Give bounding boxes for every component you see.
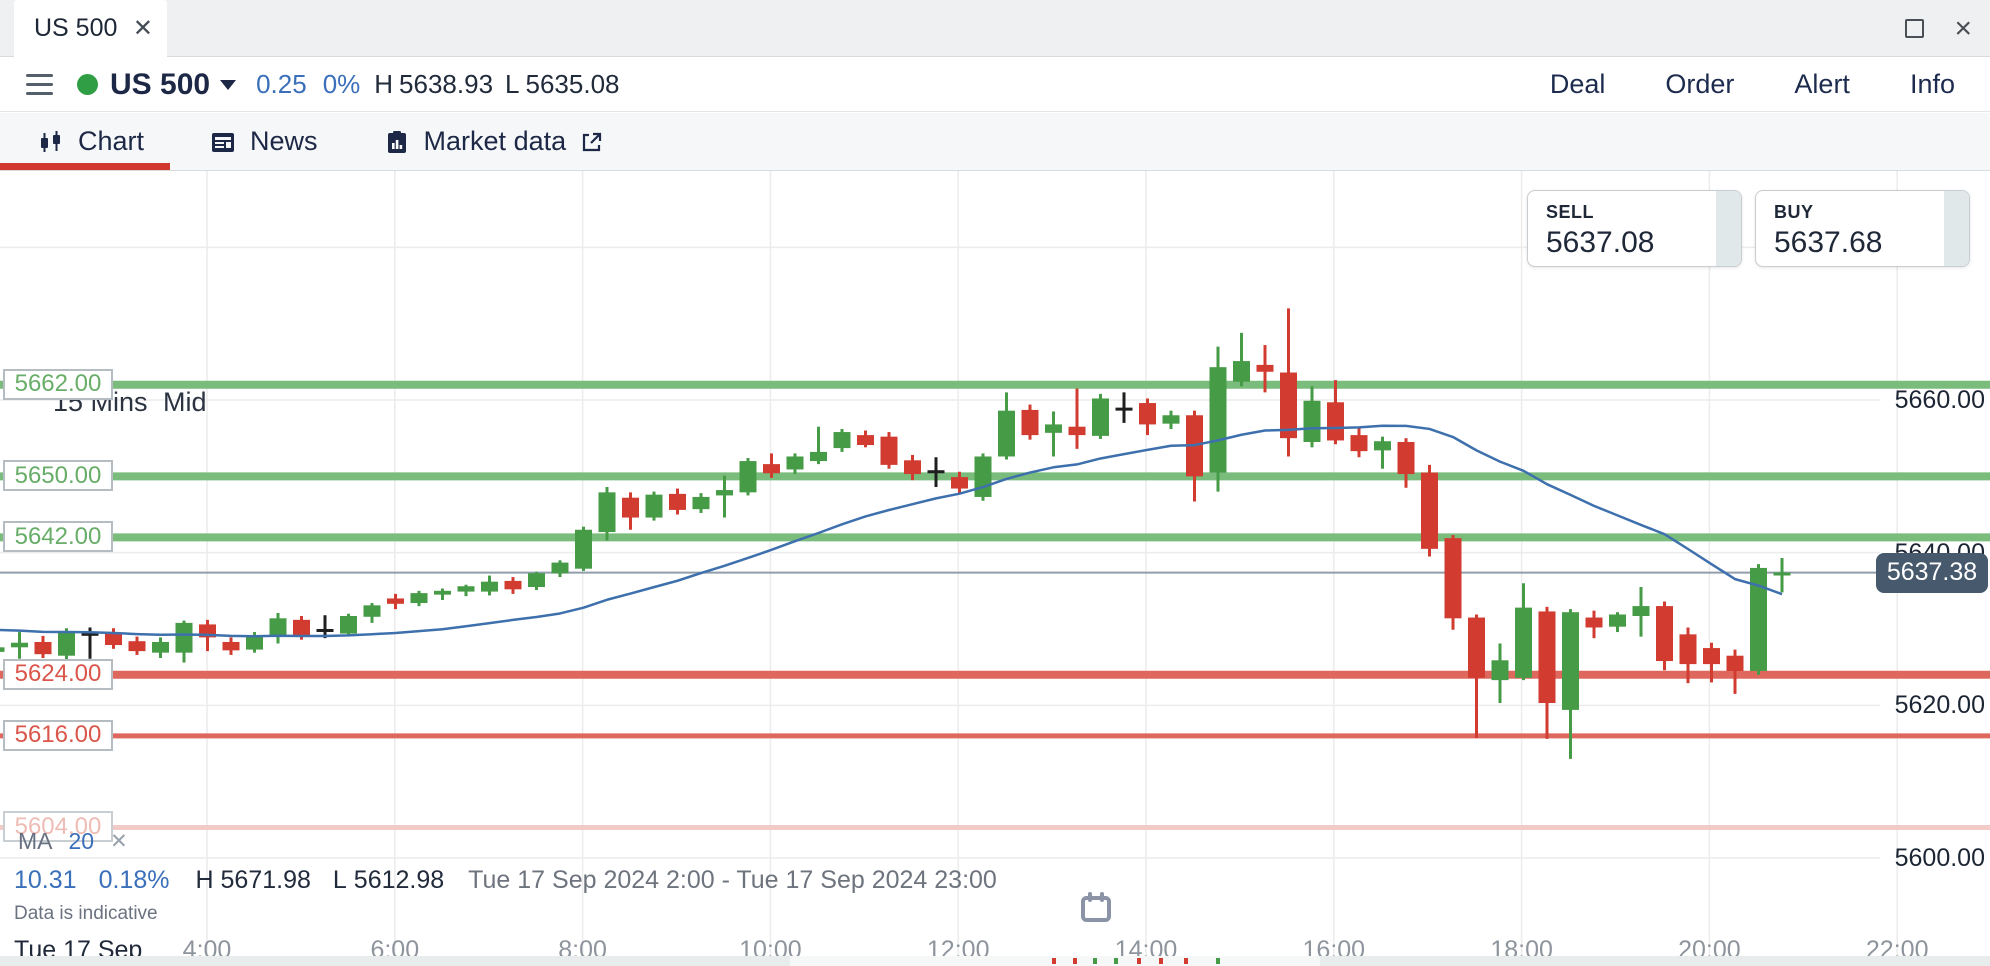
order-button[interactable]: Order [1665, 69, 1735, 99]
price-type-dropdown[interactable]: Mid [163, 387, 207, 417]
view-tabs: Chart News Market data [0, 113, 1990, 171]
sell-label: SELL [1546, 202, 1595, 222]
window-titlebar: US 500 ✕ × [0, 0, 1990, 57]
calendar-icon[interactable] [1078, 890, 1114, 931]
buy-ticket-button[interactable]: BUY 5637.68 [1755, 190, 1970, 267]
mini-candle-mark [1137, 958, 1141, 964]
ma-indicator-legend: MA 20 ✕ [18, 828, 128, 855]
yaxis-label-5600.00: 5600.00 [1894, 843, 1985, 872]
buy-ticket-strip [1944, 191, 1969, 266]
tab-news-label: News [250, 126, 318, 156]
maximize-icon[interactable] [1905, 19, 1925, 38]
change-percent: 0% [322, 69, 361, 99]
instrument-name: US 500 [110, 67, 211, 101]
high-label: H [374, 69, 394, 99]
ma-remove-icon[interactable]: ✕ [110, 830, 128, 853]
tab-chart-label: Chart [78, 126, 145, 156]
alert-button[interactable]: Alert [1794, 69, 1850, 99]
mini-candle-mark [1159, 958, 1163, 964]
level-label-5604.00[interactable]: 5604.00 [3, 811, 113, 843]
yaxis-label-5620.00: 5620.00 [1894, 691, 1985, 720]
info-button[interactable]: Info [1909, 69, 1955, 99]
timeline-scrollbar[interactable] [0, 956, 1990, 966]
window-tab-us500[interactable]: US 500 ✕ [14, 0, 167, 57]
low-value: 5635.08 [525, 69, 620, 99]
buy-label: BUY [1774, 202, 1814, 222]
ma-name: MA [18, 828, 53, 854]
stats-change-pct: 0.18% [98, 866, 170, 894]
mini-candle-mark [1093, 958, 1097, 964]
data-indicative-note: Data is indicative [14, 903, 158, 924]
ma-period: 20 [68, 828, 95, 854]
buy-price: 5637.68 [1774, 226, 1883, 259]
tab-chart[interactable]: Chart [38, 126, 144, 157]
sell-ticket-strip [1716, 191, 1741, 266]
instrument-header: US 500 0.25 0% H 5638.93 L 5635.08 Deal … [0, 58, 1990, 112]
high-value: 5638.93 [399, 69, 494, 99]
stats-high-label: H [195, 866, 214, 894]
stats-change: 10.31 [14, 866, 77, 894]
level-label-5642.00[interactable]: 5642.00 [3, 521, 113, 553]
market-data-icon [384, 129, 410, 155]
sell-ticket-button[interactable]: SELL 5637.08 [1527, 190, 1742, 267]
mini-candle-mark [1184, 958, 1188, 964]
tab-market-data[interactable]: Market data [384, 126, 605, 157]
mini-candle-mark [1073, 958, 1077, 964]
stats-high: 5671.98 [220, 866, 311, 894]
low-label: L [505, 69, 520, 99]
mini-candle-mark [1114, 958, 1118, 964]
sell-price: 5637.08 [1546, 226, 1655, 259]
tab-close-icon[interactable]: ✕ [132, 14, 153, 42]
level-label-5616.00[interactable]: 5616.00 [3, 719, 113, 751]
news-icon [210, 129, 236, 155]
level-label-5624.00[interactable]: 5624.00 [3, 658, 113, 690]
active-tab-underline [0, 163, 170, 170]
change-value: 0.25 [256, 69, 307, 99]
candlestick-canvas[interactable] [0, 171, 1990, 966]
hamburger-menu-icon[interactable] [26, 73, 53, 96]
stats-range: Tue 17 Sep 2024 2:00 - Tue 17 Sep 2024 2… [468, 866, 997, 894]
chevron-down-icon[interactable] [220, 79, 237, 90]
stats-low: 5612.98 [353, 866, 445, 894]
tab-news[interactable]: News [210, 126, 318, 157]
market-open-dot-icon [77, 74, 98, 95]
external-link-icon [580, 130, 604, 154]
price-chart[interactable]: 15 Mins Mid SELL 5637.08 BUY 5637.68 566… [0, 171, 1990, 966]
candlestick-icon [38, 129, 64, 155]
window-close-icon[interactable]: × [1954, 11, 1972, 45]
current-price-badge: 5637.38 [1876, 552, 1988, 593]
stats-low-label: L [332, 866, 347, 894]
tab-market-data-label: Market data [423, 126, 567, 156]
session-stats: 10.31 0.18% H 5671.98 L 5612.98 Tue 17 S… [14, 866, 997, 895]
deal-button[interactable]: Deal [1549, 69, 1606, 99]
level-label-5662.00[interactable]: 5662.00 [3, 368, 113, 400]
yaxis-label-5660.00: 5660.00 [1894, 386, 1985, 414]
level-label-5650.00[interactable]: 5650.00 [3, 460, 113, 492]
mini-candle-mark [1052, 958, 1056, 964]
window-tab-title: US 500 [34, 14, 118, 42]
mini-candle-mark [1216, 958, 1220, 964]
